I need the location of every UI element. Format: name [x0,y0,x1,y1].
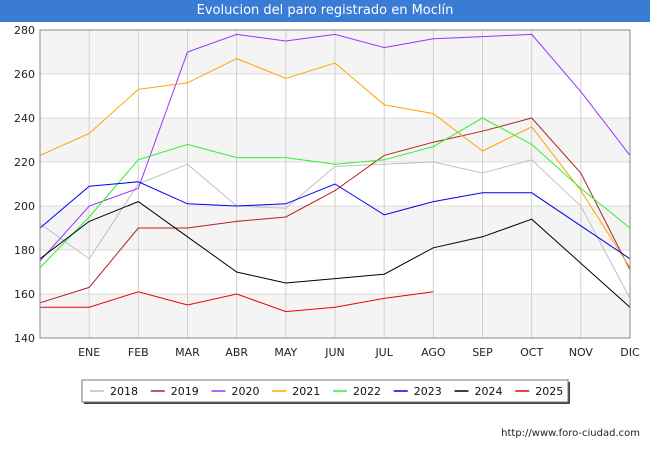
legend-label-2019: 2019 [171,385,199,398]
series-lines [39,33,631,313]
y-tick-label: 200 [14,200,35,213]
y-tick-label: 260 [14,68,35,81]
series-line-2023 [39,181,631,260]
legend-label-2023: 2023 [414,385,442,398]
series-line-2018 [39,159,631,299]
series-line-2020 [39,33,631,262]
series-line-2025 [40,291,434,313]
x-tick-label: OCT [520,346,543,359]
y-tick-label: 160 [14,288,35,301]
series-line-2022 [39,117,631,268]
x-tick-label: JUN [324,346,345,359]
legend-label-2021: 2021 [292,385,320,398]
series-line-2024 [39,201,631,308]
x-tick-label: SEP [472,346,493,359]
series-line-2019 [39,117,631,304]
y-tick-label: 240 [14,112,35,125]
x-tick-label: AGO [421,346,446,359]
legend-label-2024: 2024 [475,385,503,398]
axes: 140 160 180 200 220 240 260 280 ENE FEB MAR ABR MAY J… [14,24,640,359]
x-tick-label: NOV [569,346,594,359]
x-tick-label: JUL [374,346,393,359]
series-line-2021 [39,58,631,268]
x-tick-label: ABR [225,346,248,359]
line-chart: 140 160 180 200 220 240 260 280 ENE FEB MAR ABR MAY J… [14,24,640,404]
chart-title: Evolucion del paro registrado en Moclín [0,0,650,22]
legend-label-2022: 2022 [353,385,381,398]
legend-label-2018: 2018 [110,385,138,398]
legend-label-2020: 2020 [232,385,260,398]
legend: 2018 2019 2020 2021 2022 2023 2024 2025 [81,379,570,404]
y-tick-label: 220 [14,156,35,169]
y-tick-label: 180 [14,244,35,257]
x-tick-label: ENE [78,346,100,359]
x-tick-label: MAR [175,346,200,359]
y-tick-label: 280 [14,24,35,37]
y-tick-label: 140 [14,332,35,345]
plot-frame [39,29,631,339]
x-tick-label: FEB [128,346,149,359]
source-url: http://www.foro-ciudad.com [501,428,640,439]
x-tick-label: MAY [274,346,297,359]
legend-label-2025: 2025 [535,385,563,398]
x-tick-label: DIC [620,346,640,359]
legend-box [81,379,569,403]
